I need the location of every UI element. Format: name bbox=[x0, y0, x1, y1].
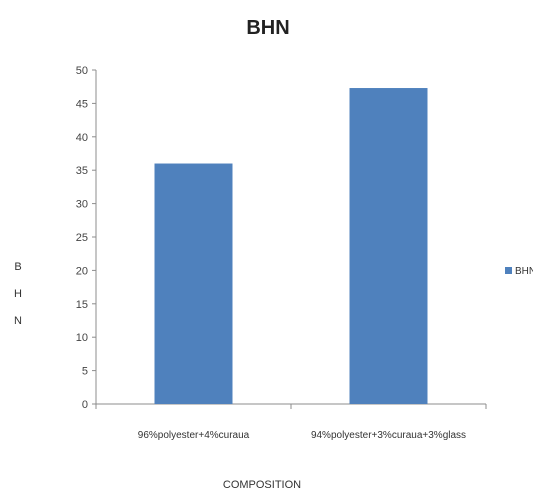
y-axis-label-letter: H bbox=[14, 288, 22, 300]
bar bbox=[154, 163, 233, 404]
y-tick-label: 25 bbox=[76, 232, 88, 244]
plot-area: 0 5 10 15 20 25 30 35 40 45 50 96%polyester+4%curau… bbox=[76, 65, 487, 441]
y-tick-label: 5 bbox=[82, 366, 88, 378]
y-tick-label: 20 bbox=[76, 265, 88, 277]
legend-swatch bbox=[505, 267, 512, 274]
x-category-label: 94%polyester+3%curaua+3%glass bbox=[311, 430, 466, 441]
y-tick-label: 10 bbox=[76, 332, 88, 344]
x-category-label: 96%polyester+4%curaua bbox=[138, 430, 250, 441]
y-tick-label: 35 bbox=[76, 165, 88, 177]
x-axis-label: COMPOSITION bbox=[223, 479, 301, 491]
y-axis-label: B H N bbox=[14, 261, 22, 327]
chart-title: BHN bbox=[246, 17, 289, 39]
y-tick-label: 15 bbox=[76, 299, 88, 311]
y-tick-label: 40 bbox=[76, 132, 88, 144]
legend-label: BHN bbox=[515, 266, 533, 277]
y-tick-label: 50 bbox=[76, 65, 88, 77]
legend: BHN bbox=[505, 266, 533, 277]
bar bbox=[349, 88, 428, 404]
y-axis-label-letter: B bbox=[14, 261, 21, 273]
y-tick-label: 45 bbox=[76, 98, 88, 110]
y-axis-label-letter: N bbox=[14, 315, 22, 327]
y-tick-label: 0 bbox=[82, 399, 88, 411]
y-tick-label: 30 bbox=[76, 199, 88, 211]
